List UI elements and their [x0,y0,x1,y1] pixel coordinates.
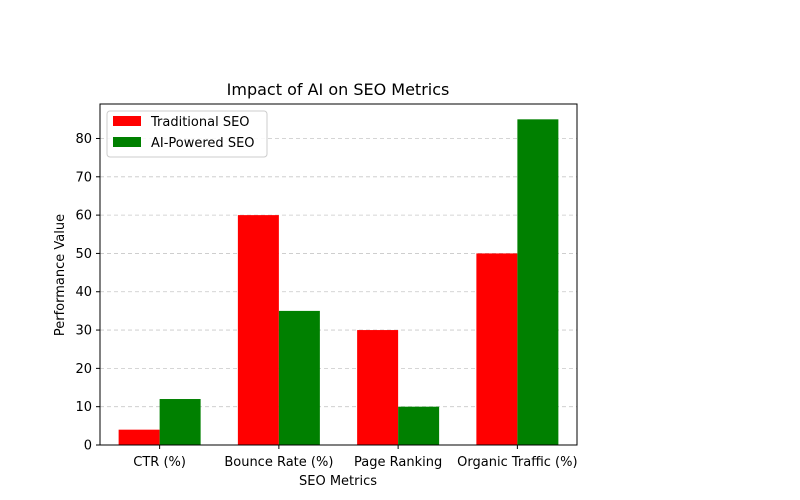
bar-ai-powered-seo [278,310,320,445]
legend-swatch [113,116,141,126]
legend-swatch [113,137,141,147]
y-tick-label: 40 [75,285,92,300]
y-tick-label: 20 [75,362,92,377]
chart-title: Impact of AI on SEO Metrics [227,80,450,99]
x-axis: CTR (%) Bounce Rate (%) Page Ranking Organi… [133,445,578,470]
bar-traditional-seo [118,429,160,445]
x-tick-label: Bounce Rate (%) [224,455,333,470]
bar-ai-powered-seo [517,119,559,446]
bar-traditional-seo [237,215,279,445]
y-tick-label: 30 [75,324,92,339]
y-axis-label: Performance Value [53,214,68,336]
x-tick-label: CTR (%) [133,455,186,470]
y-tick-label: 80 [75,132,92,147]
legend-box [106,110,268,158]
x-axis-label: SEO Metrics [299,474,377,489]
bars [118,119,559,446]
legend: Traditional SEO AI-Powered SEO [106,110,268,158]
plot-frame [99,103,578,446]
y-tick-label: 60 [75,209,92,224]
bar-traditional-seo [357,330,399,445]
legend-label: AI-Powered SEO [151,136,255,151]
y-tick-label: 10 [75,400,92,415]
bar-ai-powered-seo [398,406,440,445]
grid-lines [100,138,577,408]
x-tick-label: Organic Traffic (%) [457,455,577,470]
y-tick-label: 50 [75,247,92,262]
bar-traditional-seo [476,253,518,445]
bar-ai-powered-seo [159,399,201,445]
y-tick-label: 0 [84,439,92,454]
y-tick-label: 70 [75,170,92,185]
x-tick-label: Page Ranking [354,455,442,470]
y-axis: 0 10 20 30 40 50 60 70 80 [75,132,100,454]
legend-label: Traditional SEO [150,115,250,130]
